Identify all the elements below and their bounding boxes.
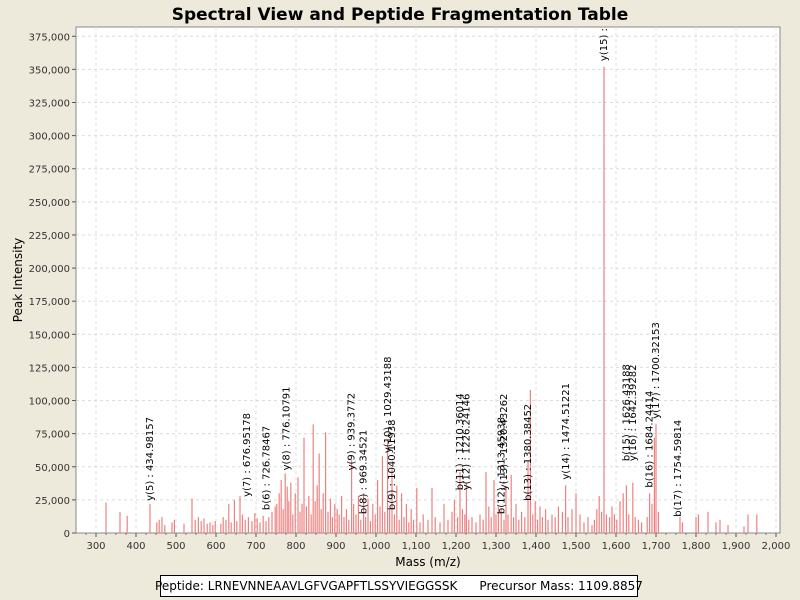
x-tick-label: 1,100 bbox=[402, 541, 431, 552]
fragment-annotation: y(14) : 1474.51221 bbox=[561, 383, 572, 480]
x-tick-label: 1,600 bbox=[602, 541, 631, 552]
axis-layer: 0 25,000 50,000 75,000 100,000 125,000 150,000… bbox=[29, 32, 791, 552]
x-tick-label: 1,200 bbox=[442, 541, 471, 552]
fragment-annotation: b(8) : 969.34521 bbox=[359, 430, 370, 514]
plot-area bbox=[75, 26, 781, 534]
fragment-annotation: y(7) : 676.95178 bbox=[242, 413, 253, 497]
fragment-annotation: b(6) : 726.78467 bbox=[262, 426, 273, 510]
y-tick-label: 125,000 bbox=[29, 363, 70, 374]
y-tick-label: 225,000 bbox=[29, 231, 70, 242]
annotation-layer: y(5) : 434.98157 y(7) : 676.95178 b(6) : 7… bbox=[145, 28, 684, 517]
fragment-annotation: b(12) : 1313.45938 bbox=[496, 417, 507, 514]
x-tick-label: 400 bbox=[126, 541, 145, 552]
fragment-annotation: y(16) : 1642.39282 bbox=[628, 364, 639, 461]
fragment-annotation: b(11) : 1210.36014 bbox=[455, 393, 466, 490]
fragment-annotation: y(5) : 434.98157 bbox=[145, 417, 156, 501]
x-tick-label: 1,300 bbox=[482, 541, 511, 552]
peaks-layer bbox=[105, 66, 758, 533]
y-tick-label: 300,000 bbox=[29, 132, 70, 143]
y-tick-label: 0 bbox=[64, 529, 70, 540]
x-tick-label: 1,400 bbox=[522, 541, 551, 552]
x-tick-label: 1,700 bbox=[642, 541, 671, 552]
fragment-annotation: b(15) : 1626.43188 bbox=[622, 364, 633, 461]
fragment-annotation: b(9) : 1040.11938 bbox=[387, 419, 398, 510]
y-tick-label: 50,000 bbox=[35, 463, 70, 474]
fragment-annotation: y(10) : 1029.43188 bbox=[383, 357, 394, 454]
fragment-annotation: y(15) : bbox=[599, 28, 610, 61]
y-tick-label: 75,000 bbox=[35, 430, 70, 441]
x-tick-label: 600 bbox=[206, 541, 225, 552]
grid-layer bbox=[76, 27, 780, 533]
y-tick-label: 325,000 bbox=[29, 99, 70, 110]
y-tick-label: 100,000 bbox=[29, 397, 70, 408]
y-tick-label: 175,000 bbox=[29, 297, 70, 308]
y-tick-label: 25,000 bbox=[35, 496, 70, 507]
y-tick-label: 200,000 bbox=[29, 264, 70, 275]
fragment-annotation: y(13) : 1320.43262 bbox=[499, 394, 510, 491]
x-tick-label: 1,000 bbox=[362, 541, 391, 552]
fragment-annotation: b(17) : 1754.59814 bbox=[673, 420, 684, 517]
y-tick-label: 275,000 bbox=[29, 165, 70, 176]
x-tick-label: 500 bbox=[166, 541, 185, 552]
x-tick-label: 700 bbox=[246, 541, 265, 552]
peptide-sequence: Peptide: LRNEVNNEAAVLGFVGAPFTLSSYVIEGGSS… bbox=[155, 579, 458, 593]
fragment-annotation: y(17) : 1700.32153 bbox=[651, 322, 662, 419]
x-tick-label: 900 bbox=[326, 541, 345, 552]
x-tick-label: 2,000 bbox=[762, 541, 791, 552]
y-tick-label: 375,000 bbox=[29, 32, 70, 43]
x-axis-label: Mass (m/z) bbox=[395, 555, 460, 569]
y-tick-label: 250,000 bbox=[29, 198, 70, 209]
fragment-annotation: b(16) : 1684.24414 bbox=[645, 391, 656, 488]
y-axis-label: Peak Intensity bbox=[11, 238, 25, 323]
x-tick-label: 800 bbox=[286, 541, 305, 552]
x-tick-label: 300 bbox=[86, 541, 105, 552]
peptide-info-box: Peptide: LRNEVNNEAAVLGFVGAPFTLSSYVIEGGSS… bbox=[155, 575, 643, 597]
x-tick-label: 1,500 bbox=[562, 541, 591, 552]
x-tick-label: 1,800 bbox=[682, 541, 711, 552]
y-tick-label: 350,000 bbox=[29, 65, 70, 76]
chart-title: Spectral View and Peptide Fragmentation … bbox=[172, 5, 629, 25]
fragment-annotation: b(13) : 1380.38452 bbox=[523, 404, 534, 501]
y-tick-label: 150,000 bbox=[29, 330, 70, 341]
fragment-annotation: y(12) : 1226.24146 bbox=[461, 394, 472, 491]
precursor-mass: Precursor Mass: 1109.8857 bbox=[479, 579, 643, 593]
fragment-annotation: y(9) : 939.3772 bbox=[347, 393, 358, 471]
fragment-annotation: y(8) : 776.10791 bbox=[281, 387, 292, 471]
spectrum-chart: Spectral View and Peptide Fragmentation … bbox=[11, 5, 791, 569]
x-tick-label: 1,900 bbox=[722, 541, 751, 552]
